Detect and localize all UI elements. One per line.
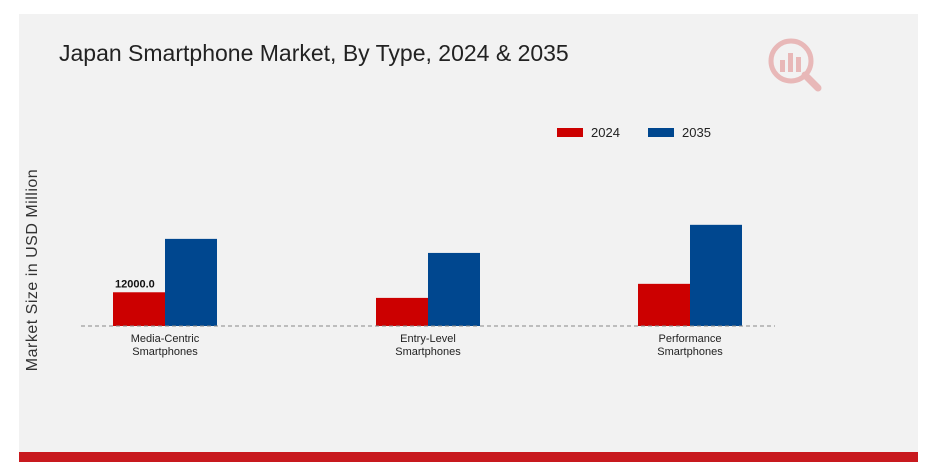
legend-item-2035[interactable]: 2035 xyxy=(648,124,711,140)
bar-2024-entry-level[interactable] xyxy=(376,297,428,326)
bar-2035-entry-level[interactable] xyxy=(428,252,480,326)
bottom-accent-bar xyxy=(19,452,918,462)
chart-title: Japan Smartphone Market, By Type, 2024 &… xyxy=(59,40,569,66)
legend-label-2024: 2024 xyxy=(591,124,620,140)
chart-panel xyxy=(19,14,918,452)
bar-2035-media-centric[interactable] xyxy=(165,238,217,326)
x-tick-label: Entry-Level Smartphones xyxy=(395,333,461,358)
bar-2035-performance[interactable] xyxy=(690,224,742,326)
legend-label-2035: 2035 xyxy=(682,124,711,140)
x-tick-label: Performance Smartphones xyxy=(657,333,723,358)
legend-swatch-2024 xyxy=(557,127,583,137)
market-research-logo-icon xyxy=(768,38,822,92)
data-label: 12000.0 xyxy=(115,278,155,290)
legend-item-2024[interactable]: 2024 xyxy=(557,124,620,140)
legend-swatch-2035 xyxy=(648,127,674,137)
bar-2024-media-centric[interactable] xyxy=(113,292,165,326)
x-tick-label: Media-Centric Smartphones xyxy=(131,333,200,358)
bar-2024-performance[interactable] xyxy=(638,283,690,326)
